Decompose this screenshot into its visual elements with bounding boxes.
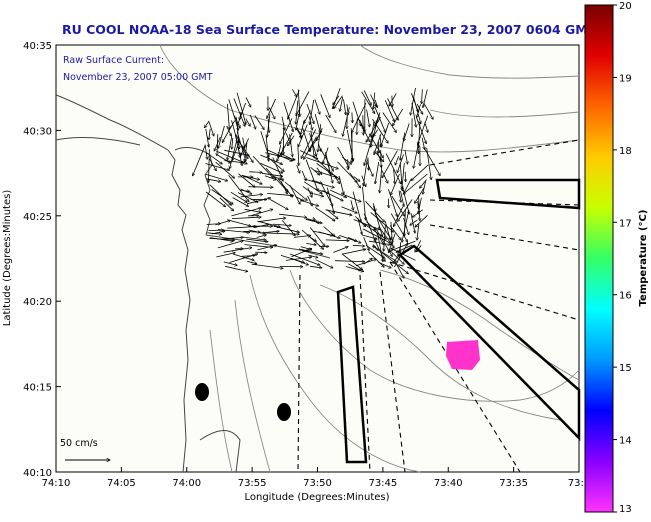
y-tick-label: 40:10 — [23, 468, 52, 479]
scale-arrow-label: 50 cm/s — [60, 438, 98, 449]
y-tick-label: 40:30 — [23, 126, 52, 137]
x-tick-label: 74:10 — [42, 478, 71, 489]
y-axis: 40:35 40:30 40:25 40:20 40:15 40:10 — [23, 41, 61, 479]
colorbar-tick-label: 20 — [619, 1, 632, 12]
y-tick-label: 40:20 — [23, 297, 52, 308]
buoy-marker-east — [277, 403, 291, 421]
current-vector — [400, 242, 401, 253]
x-tick-label: 73:50 — [303, 478, 332, 489]
sst-patch — [446, 340, 480, 370]
y-tick-label: 40:15 — [23, 383, 52, 394]
current-vector — [283, 123, 284, 155]
colorbar-tick-label: 17 — [619, 218, 632, 229]
x-tick-label: 73:45 — [368, 478, 397, 489]
colorbar-ticks: 20 19 18 17 16 15 14 13 — [613, 1, 632, 515]
inset-label-line2: November 23, 2007 05:00 GMT — [63, 72, 213, 83]
colorbar-tick-label: 13 — [619, 504, 632, 515]
figure-title: RU COOL NOAA-18 Sea Surface Temperature:… — [62, 22, 597, 37]
colorbar-tick-label: 19 — [619, 73, 632, 84]
current-vector — [388, 199, 389, 208]
colorbar-label: Temperature (°C) — [638, 210, 649, 307]
inset-label-line1: Raw Surface Current: — [63, 55, 164, 66]
colorbar-tick-label: 18 — [619, 146, 632, 157]
buoy-marker-west — [195, 383, 209, 401]
x-tick-label: 73:35 — [499, 478, 528, 489]
x-tick-label: 74:05 — [107, 478, 136, 489]
x-axis-label: Longitude (Degrees:Minutes) — [244, 492, 389, 503]
map-background — [56, 45, 579, 472]
colorbar-tick-label: 15 — [619, 363, 632, 374]
x-tick-label: 73:40 — [434, 478, 463, 489]
colorbar-tick-label: 16 — [619, 291, 632, 302]
x-tick-label: 74:00 — [172, 478, 201, 489]
colorbar-tick-label: 14 — [619, 436, 632, 447]
colorbar — [585, 5, 613, 512]
y-axis-label: Latitude (Degrees:Minutes) — [2, 190, 13, 327]
y-tick-label: 40:25 — [23, 212, 52, 223]
x-tick-label: 73:55 — [238, 478, 267, 489]
y-tick-label: 40:35 — [23, 41, 52, 52]
